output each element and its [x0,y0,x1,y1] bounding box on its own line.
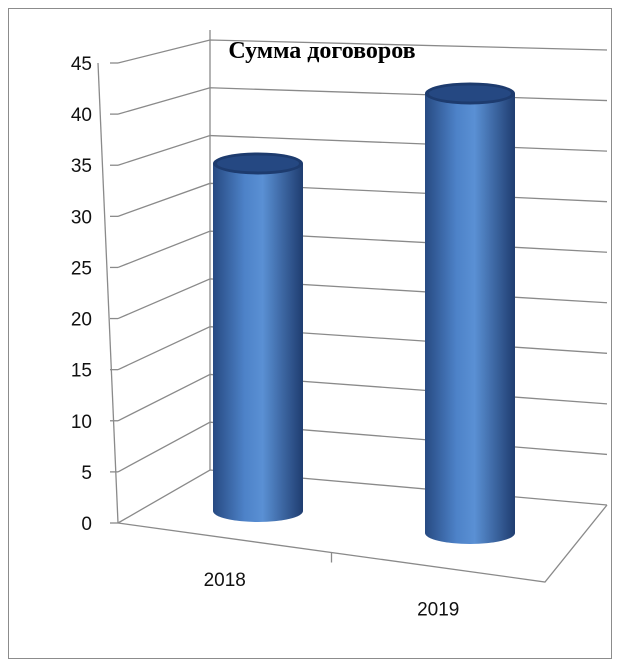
gridlines [117,39,608,524]
gridline [117,326,608,371]
y-tick-label: 20 [71,310,92,331]
y-axis-ticks: 0 5 10 15 20 25 30 35 40 45 [71,54,92,535]
gridline [117,421,608,473]
y-tick-label: 0 [81,514,92,535]
x-axis-floor [117,504,608,583]
bar-body [213,163,303,522]
gridline [117,469,608,524]
chart-title: Сумма договоров [228,38,415,64]
y-tick-label: 35 [71,156,92,177]
bar-top-inner [217,155,299,172]
chart-area [8,8,612,659]
bar-top-inner [429,85,511,102]
y-tick-label: 40 [71,105,92,126]
bar-2019 [425,82,515,544]
gridline [117,373,608,422]
y-tick-label: 10 [71,412,92,433]
y-axis-line [97,62,119,524]
y-tick-label: 30 [71,207,92,228]
bar-body [425,93,515,544]
x-axis-ticks: 2018 2019 [204,570,460,621]
gridline [117,230,608,269]
y-tick-label: 15 [71,361,92,382]
gridline [117,278,608,320]
x-tick-label: 2019 [417,599,459,620]
bars [213,82,515,544]
x-tick-label: 2018 [204,570,246,591]
axes [97,30,608,583]
y-tick-label: 25 [71,258,92,279]
gridline [117,134,608,166]
bar-2018 [213,152,303,522]
gridline [117,182,608,217]
gridline [117,87,608,115]
y-tick-label: 45 [71,54,92,75]
y-tick-label: 5 [81,463,92,484]
